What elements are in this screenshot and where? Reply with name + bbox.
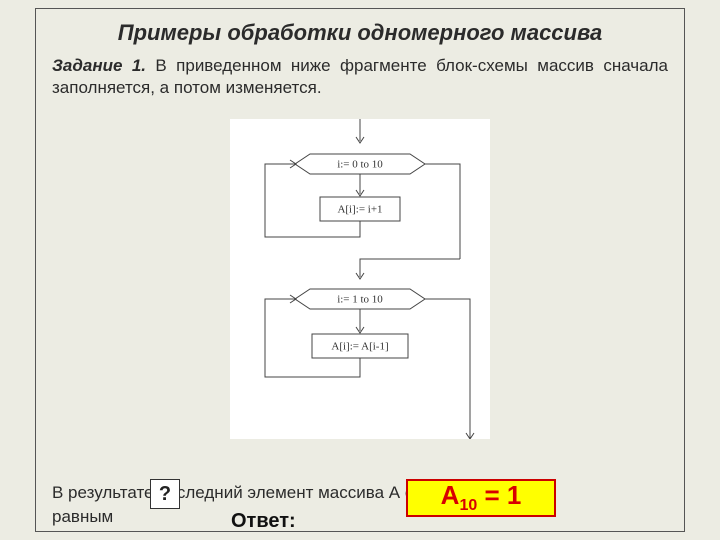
answer-label: Ответ: <box>231 510 296 533</box>
loop2-body: A[i]:= A[i-1] <box>331 341 388 353</box>
task-label: Задание 1. <box>52 56 146 75</box>
task-paragraph: Задание 1. В приведенном ниже фрагменте … <box>36 53 684 101</box>
question-mark: ? <box>159 483 171 506</box>
flowchart: i:= 0 to 10 A[i]:= i+1 i:= 1 to 10 <box>230 119 490 439</box>
question-mark-box: ? <box>150 479 180 509</box>
loop1-body: A[i]:= i+1 <box>337 204 382 216</box>
bottom-text-1: В результате последний элемент массива А… <box>52 482 668 505</box>
answer-value: A10 = 1 <box>441 480 522 515</box>
loop2-header: i:= 1 to 10 <box>337 294 383 306</box>
answer-box: A10 = 1 <box>406 479 556 517</box>
slide-page: Примеры обработки одномерного массива За… <box>35 8 685 532</box>
bottom-text-2: равным <box>52 507 113 527</box>
loop1-header: i:= 0 to 10 <box>337 159 383 171</box>
page-title: Примеры обработки одномерного массива <box>36 9 684 53</box>
